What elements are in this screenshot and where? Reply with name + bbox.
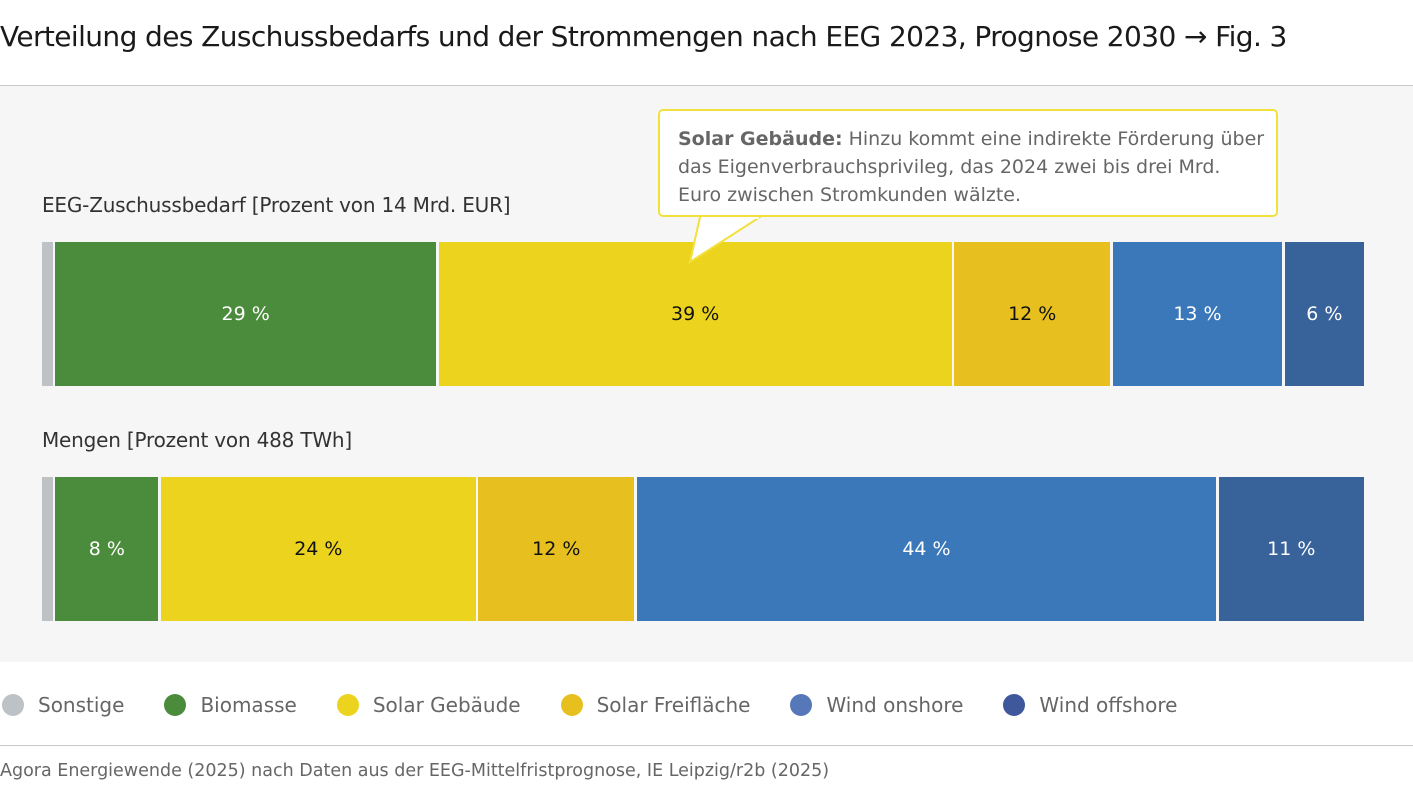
legend-item: Solar Freifläche	[560, 693, 751, 717]
legend-swatch-icon	[790, 694, 813, 716]
legend-swatch-icon	[164, 694, 187, 716]
legend: Sonstige Biomasse Solar Gebäude Solar Freif…	[0, 690, 1217, 720]
legend-label: Biomasse	[200, 693, 297, 717]
callout-pointer	[688, 216, 764, 265]
bar-segment-solar-gebäude: 24 %	[160, 477, 476, 621]
chart-title: Verteilung des Zuschussbedarfs und der S…	[0, 20, 1287, 53]
bar-segment-sonstige	[42, 242, 53, 386]
bar-segment-wind-onshore: 44 %	[636, 477, 1217, 621]
legend-item: Wind offshore	[1003, 693, 1177, 717]
bar-label-mengen: Mengen [Prozent von 488 TWh]	[42, 428, 352, 452]
legend-label: Wind offshore	[1039, 693, 1178, 717]
bar-segment-wind-offshore: 11 %	[1218, 477, 1364, 621]
annotation-callout: Solar Gebäude: Hinzu kommt eine indirekt…	[658, 109, 1278, 217]
bar-label-zuschussbedarf: EEG-Zuschussbedarf [Prozent von 14 Mrd. …	[42, 193, 511, 217]
callout-heading: Solar Gebäude:	[678, 128, 843, 150]
legend-swatch-icon	[1003, 694, 1026, 716]
source-note: Agora Energiewende (2025) nach Daten aus…	[0, 761, 830, 781]
callout-text: Hinzu kommt eine indirekte Förderung übe…	[678, 128, 1265, 206]
bar-mengen: 8 % 24 % 12 % 44 % 11 %	[42, 477, 1364, 621]
bar-segment-biomasse: 8 %	[55, 477, 159, 621]
bar-zuschussbedarf: 29 % 39 % 12 % 13 % 6 %	[42, 242, 1364, 386]
bar-segment-biomasse: 29 %	[55, 242, 437, 386]
bar-segment-wind-offshore: 6 %	[1284, 242, 1364, 386]
divider	[0, 745, 1413, 746]
legend-item: Solar Gebäude	[336, 693, 521, 717]
legend-label: Sonstige	[38, 693, 125, 717]
legend-item: Biomasse	[164, 693, 297, 717]
bar-segment-solar-gebäude: 39 %	[438, 242, 952, 386]
legend-label: Solar Gebäude	[372, 693, 521, 717]
legend-swatch-icon	[336, 694, 359, 716]
legend-item: Sonstige	[2, 693, 124, 717]
legend-swatch-icon	[2, 694, 24, 716]
bar-segment-solar-freifläche: 12 %	[478, 477, 635, 621]
bar-segment-solar-freifläche: 12 %	[954, 242, 1111, 386]
divider	[0, 85, 1413, 86]
legend-swatch-icon	[560, 694, 583, 716]
bar-segment-wind-onshore: 13 %	[1112, 242, 1283, 386]
bar-segment-sonstige	[42, 477, 53, 621]
legend-item: Wind onshore	[790, 693, 963, 717]
legend-label: Wind onshore	[826, 693, 964, 717]
legend-label: Solar Freifläche	[596, 693, 751, 717]
